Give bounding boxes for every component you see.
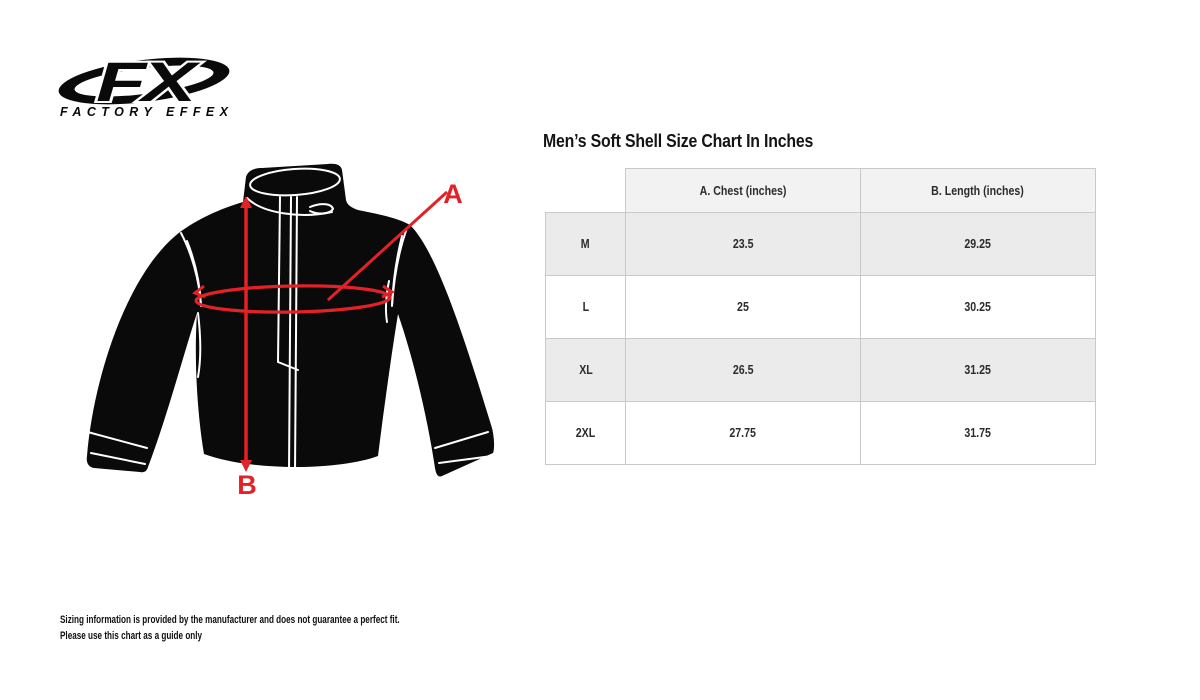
- chest-value: 27.75: [729, 426, 757, 440]
- chest-cell: 25: [625, 275, 861, 339]
- size-cell: XL: [545, 338, 626, 402]
- header-cell-chest: A. Chest (inches): [625, 168, 861, 213]
- chest-value: 26.5: [732, 363, 754, 377]
- length-cell: 29.25: [860, 212, 1096, 276]
- chest-cell: 27.75: [625, 401, 861, 465]
- header-chest-label: A. Chest (inches): [699, 183, 787, 198]
- length-value: 29.25: [964, 237, 992, 251]
- disclaimer-line-2: Please use this chart as a guide only: [60, 629, 203, 642]
- chest-value: 25: [737, 300, 749, 314]
- length-cell: 31.25: [860, 338, 1096, 402]
- jacket-diagram: A B: [83, 163, 495, 500]
- logo-subtext: FACTORY EFFEX: [60, 105, 229, 119]
- table-row-l: L 25 30.25: [545, 275, 1096, 339]
- length-cell: 30.25: [860, 275, 1096, 339]
- header-cell-blank: [546, 169, 626, 213]
- logo-fx-text: FX: [96, 52, 202, 113]
- label-a: A: [443, 179, 463, 209]
- logo-swoosh: [58, 57, 230, 105]
- chest-cell: 26.5: [625, 338, 861, 402]
- length-cell: 31.75: [860, 401, 1096, 465]
- size-chart-table: A. Chest (inches) B. Length (inches) M 2…: [545, 168, 1096, 465]
- size-label: 2XL: [575, 426, 596, 440]
- table-row-2xl: 2XL 27.75 31.75: [545, 401, 1096, 465]
- size-cell: 2XL: [545, 401, 626, 465]
- chest-value: 23.5: [732, 237, 754, 251]
- jacket-seam-details: [83, 167, 493, 474]
- factory-effex-logo: FX FACTORY EFFEX: [58, 52, 230, 119]
- disclaimer-line-1: Sizing information is provided by the ma…: [60, 614, 400, 626]
- length-value: 31.75: [964, 426, 992, 440]
- length-value: 31.25: [964, 363, 992, 377]
- disclaimer: Sizing information is provided by the ma…: [60, 613, 400, 645]
- table-row-m: M 23.5 29.25: [545, 212, 1096, 276]
- length-value: 30.25: [964, 300, 992, 314]
- length-measure-line: [240, 196, 252, 472]
- header-cell-length: B. Length (inches): [860, 168, 1096, 213]
- chest-measure-line: [192, 190, 449, 314]
- header-length-label: B. Length (inches): [931, 183, 1025, 198]
- size-label: M: [581, 237, 590, 251]
- size-cell: M: [545, 212, 626, 276]
- chest-cell: 23.5: [625, 212, 861, 276]
- size-cell: L: [545, 275, 626, 339]
- table-row-xl: XL 26.5 31.25: [545, 338, 1096, 402]
- size-label: L: [582, 300, 589, 314]
- table-header-row: A. Chest (inches) B. Length (inches): [546, 168, 1096, 213]
- page-title: Men’s Soft Shell Size Chart In Inches: [543, 131, 814, 151]
- measurement-overlay: A B: [192, 179, 463, 500]
- label-b: B: [237, 470, 257, 500]
- size-label: XL: [578, 363, 593, 377]
